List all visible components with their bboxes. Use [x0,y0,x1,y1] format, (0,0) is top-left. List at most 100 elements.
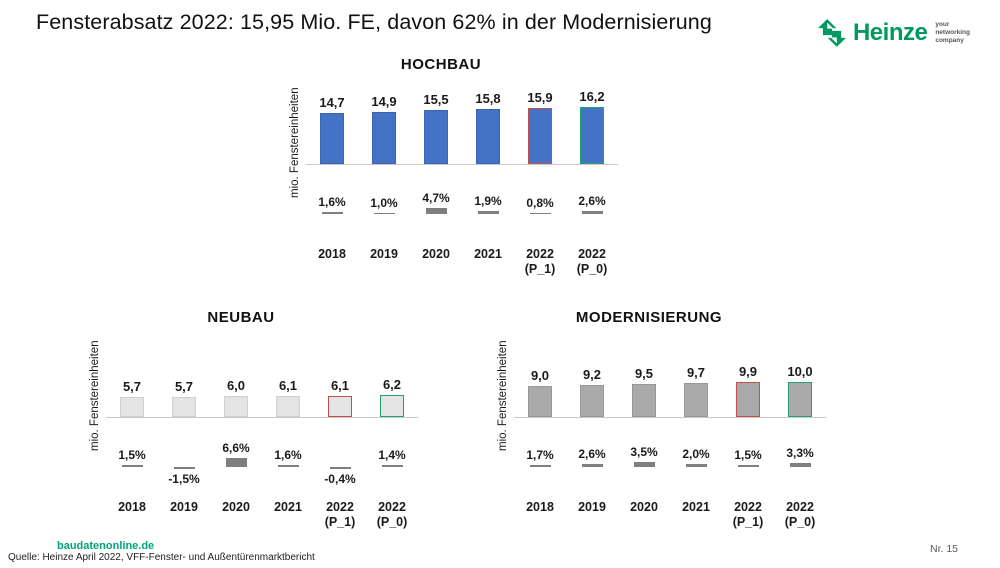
year-label: 2021 [474,247,502,261]
bar-column: 5,7 [158,379,210,417]
pct-mini-bar [789,462,811,467]
pct-mini-bar [225,458,247,467]
pct-label: 1,6% [274,447,302,462]
pct-column: 1,5% [106,418,158,467]
pct-column: 3,5% [618,418,670,467]
pct-change-row: 1,5% -1,5% 6,6% 1,6% -0,4% 1,4% [106,418,418,486]
value-label: 14,7 [319,94,345,110]
year-label: 2018 [118,500,146,514]
heinze-logo-text: Heinze [852,19,928,46]
pct-mini-bar [121,464,143,467]
pct-column: 1,4% [366,418,418,467]
bar [736,382,760,417]
chart-title: MODERNISIERUNG [575,309,723,326]
x-axis-labels: 2018 2019 2020 2021 2022 (P_1) 2022 (P_0) [106,500,418,530]
pct-column: -1,5% [158,418,210,486]
year-label: 2022 (P_0) [576,247,608,276]
pct-column: 2,0% [670,418,722,467]
year-label: 2018 [318,247,346,261]
pct-column: 1,6% [306,165,358,214]
year-label: 2022 (P_1) [324,500,356,529]
pct-column: 2,6% [566,418,618,467]
year-label: 2022 (P_0) [784,500,816,529]
bar-column: 9,7 [670,365,722,417]
year-label: 2018 [526,500,554,514]
pct-change-row: 1,7% 2,6% 3,5% 2,0% 1,5% 3,3% [514,418,826,467]
bar-column: 14,9 [358,94,410,164]
bar-column: 15,5 [410,92,462,164]
bar-column: 5,7 [106,379,158,417]
pct-label: 3,5% [630,445,658,460]
pct-mini-bar [173,467,195,470]
bar-column: 10,0 [774,364,826,417]
pct-label: 6,6% [222,441,250,456]
value-label: 9,0 [530,367,550,383]
bar [580,107,604,164]
tagline-line: your [935,20,950,28]
bar-column: 16,2 [566,89,618,164]
bar-column: 6,2 [366,377,418,417]
source-note: Quelle: Heinze April 2022, VFF-Fenster- … [8,552,315,563]
pct-label: 2,6% [578,446,606,461]
bar [528,108,552,164]
heinze-logo: Heinze your networking company [817,18,970,48]
bar [424,109,448,164]
x-axis-labels: 2018 2019 2020 2021 2022 (P_1) 2022 (P_0) [306,247,618,277]
chart-neubau: NEUBAU mio. Fenstereinheiten 5,7 5,7 6,0 6,… [64,308,418,530]
value-label: 6,2 [382,377,402,393]
pct-label: 1,5% [734,447,762,462]
pct-column: 3,3% [774,418,826,467]
value-label: 9,7 [686,365,706,381]
bar [788,382,812,417]
bar [224,396,248,417]
tagline-line: networking [935,28,970,36]
pct-label: 2,0% [682,447,710,462]
bar [684,383,708,417]
pct-mini-bar [737,464,759,467]
bar-column: 9,2 [566,367,618,417]
year-label: 2020 [222,500,250,514]
bar-column: 15,9 [514,90,566,164]
year-label: 2022 (P_1) [732,500,764,529]
slide-title: Fensterabsatz 2022: 15,95 Mio. FE, davon… [36,10,712,34]
pct-label: 0,8% [526,195,554,210]
pct-column: 1,9% [462,165,514,214]
chart-hochbau: HOCHBAU mio. Fenstereinheiten 14,7 14,9 15… [264,55,618,277]
bar-column: 9,0 [514,367,566,417]
year-label: 2020 [630,500,658,514]
pct-label: 1,6% [318,194,346,209]
bar-column: 9,5 [618,366,670,417]
bar-column: 9,9 [722,364,774,417]
value-label: 16,2 [579,89,605,105]
value-label: 6,1 [330,377,350,393]
value-label: 15,5 [423,91,449,107]
plot-area: 5,7 5,7 6,0 6,1 6,1 6,2 [106,330,418,418]
bar [320,112,344,164]
bar [172,397,196,417]
value-label: 6,1 [278,377,298,393]
y-axis-label: mio. Fenstereinheiten [289,87,301,199]
pct-label: 1,7% [526,447,554,462]
baudatenonline-link[interactable]: baudatenonline.de [57,540,155,552]
bar [276,395,300,417]
bar-column: 6,1 [262,378,314,417]
year-label: 2019 [370,247,398,261]
year-label: 2022 (P_1) [524,247,556,276]
bar [580,384,604,417]
bar-column: 15,8 [462,91,514,164]
year-label: 2021 [682,500,710,514]
value-label: 14,9 [371,93,397,109]
value-label: 6,0 [226,378,246,393]
pct-mini-bar [425,207,447,214]
pct-mini-bar [581,210,603,214]
pct-label: 3,3% [786,445,814,460]
pct-mini-bar [381,465,403,467]
pct-label: -0,4% [324,471,356,486]
pct-column: 1,6% [262,418,314,467]
pct-column: 1,0% [358,165,410,214]
pct-column: 4,7% [410,165,462,214]
pct-mini-bar [277,464,299,467]
value-label: 5,7 [174,379,194,395]
pct-mini-bar [685,464,707,467]
value-label: 9,5 [634,365,654,381]
